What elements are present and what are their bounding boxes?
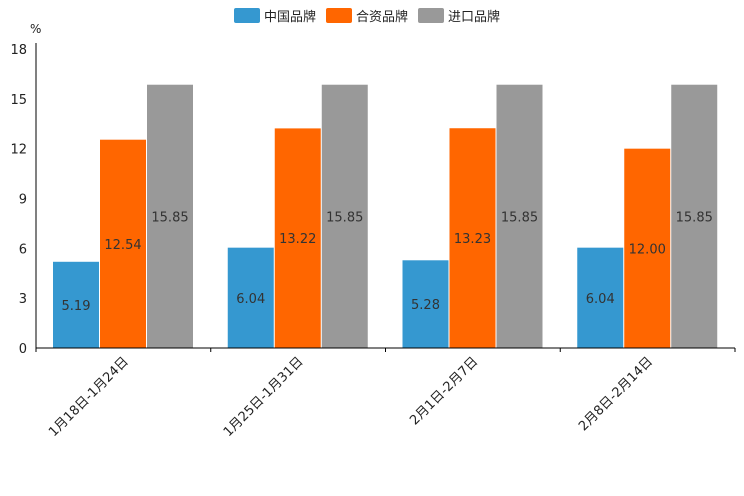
bar (402, 260, 449, 348)
legend-swatch (234, 8, 260, 23)
bar (449, 128, 496, 348)
y-tick-label: 3 (19, 292, 27, 307)
y-tick-label: 15 (10, 93, 27, 108)
data-label: 13.23 (454, 232, 491, 247)
data-label: 15.85 (326, 210, 363, 225)
y-axis: 0 3 6 9 12 15 18 (10, 43, 37, 357)
y-tick-label: 9 (19, 193, 27, 208)
bar (321, 84, 368, 348)
bar (53, 261, 99, 348)
x-axis: 1月18日-1月24日 1月25日-1月31日 2月1日-2月7日 2月8日-2月14… (35, 347, 736, 440)
data-label: 5.28 (411, 298, 440, 313)
x-tick-label: 2月1日-2月7日 (407, 354, 481, 428)
y-tick-label: 12 (10, 143, 27, 158)
legend-swatch (418, 8, 444, 23)
legend-swatch (326, 8, 352, 23)
y-tick-label: 0 (19, 342, 27, 357)
data-label: 12.00 (629, 242, 666, 257)
data-label: 6.04 (236, 292, 265, 307)
bar (624, 148, 671, 348)
bar (671, 84, 718, 348)
data-label: 12.54 (104, 238, 141, 253)
data-label: 15.85 (676, 210, 713, 225)
bar (496, 84, 543, 348)
x-tick-label: 1月18日-1月24日 (46, 354, 132, 440)
data-label: 6.04 (586, 292, 615, 307)
legend-label: 中国品牌 (264, 9, 316, 25)
y-tick-label: 6 (19, 242, 27, 257)
y-axis-unit-label: % (30, 22, 41, 36)
bar (100, 139, 146, 348)
bars: 5.19 12.54 15.85 6.04 13.22 15.85 5.28 13.23 15.… (53, 84, 718, 348)
bar (147, 84, 193, 348)
data-label: 13.22 (279, 232, 316, 247)
bar (577, 247, 624, 348)
data-label: 15.85 (151, 210, 188, 225)
data-label: 5.19 (62, 299, 91, 314)
y-tick-label: 18 (10, 43, 27, 58)
legend-label: 合资品牌 (356, 9, 408, 25)
legend: 中国品牌 合资品牌 进口品牌 (234, 8, 500, 25)
data-label: 15.85 (501, 210, 538, 225)
x-tick-label: 1月25日-1月31日 (221, 354, 307, 440)
bar (274, 128, 321, 348)
bar (227, 247, 274, 348)
legend-label: 进口品牌 (448, 9, 500, 25)
x-tick-label: 2月8日-2月14日 (576, 354, 656, 434)
